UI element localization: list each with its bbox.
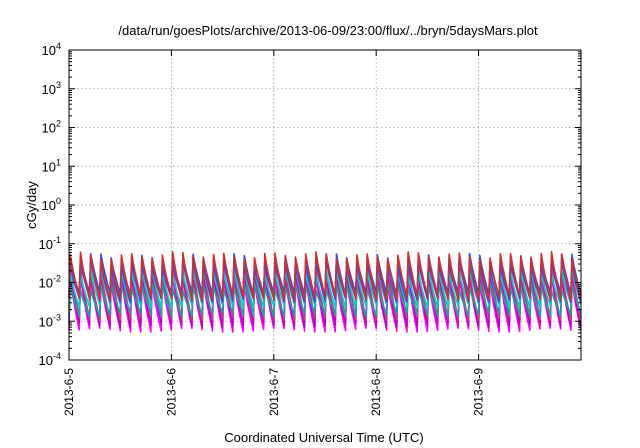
series-line	[68, 274, 582, 333]
series-line	[68, 250, 582, 301]
y-tick-label: 102	[42, 119, 61, 136]
x-tick-label: 2013-6-8	[369, 368, 383, 416]
x-axis-label: Coordinated Universal Time (UTC)	[224, 430, 423, 445]
series-line	[68, 259, 582, 304]
y-tick-label: 10-3	[39, 312, 61, 329]
x-tick-label: 2013-6-6	[164, 368, 178, 416]
y-axis: 10-4 10-3 10-2 10-1 100 101 102 103 104	[39, 41, 581, 368]
y-tick-label: 100	[42, 196, 61, 213]
series-layer	[68, 250, 582, 333]
chart-title: /data/run/goesPlots/archive/2013-06-09/2…	[118, 23, 538, 38]
y-tick-label: 10-2	[39, 274, 61, 291]
x-tick-label: 2013-6-7	[267, 368, 281, 416]
x-tick-label: 2013-6-5	[62, 368, 76, 416]
y-tick-label: 103	[42, 80, 61, 97]
y-tick-label: 10-1	[39, 235, 61, 252]
series-line	[68, 281, 582, 318]
series-line	[68, 268, 582, 328]
y-tick-label: 10-4	[39, 351, 61, 368]
y-axis-label: cGy/day	[24, 181, 39, 229]
x-axis: 2013-6-5 2013-6-6 2013-6-7 2013-6-8 2013-6-9	[62, 50, 486, 416]
y-tick-label: 101	[42, 157, 61, 174]
x-tick-label: 2013-6-9	[472, 368, 486, 416]
y-tick-label: 104	[42, 41, 61, 58]
